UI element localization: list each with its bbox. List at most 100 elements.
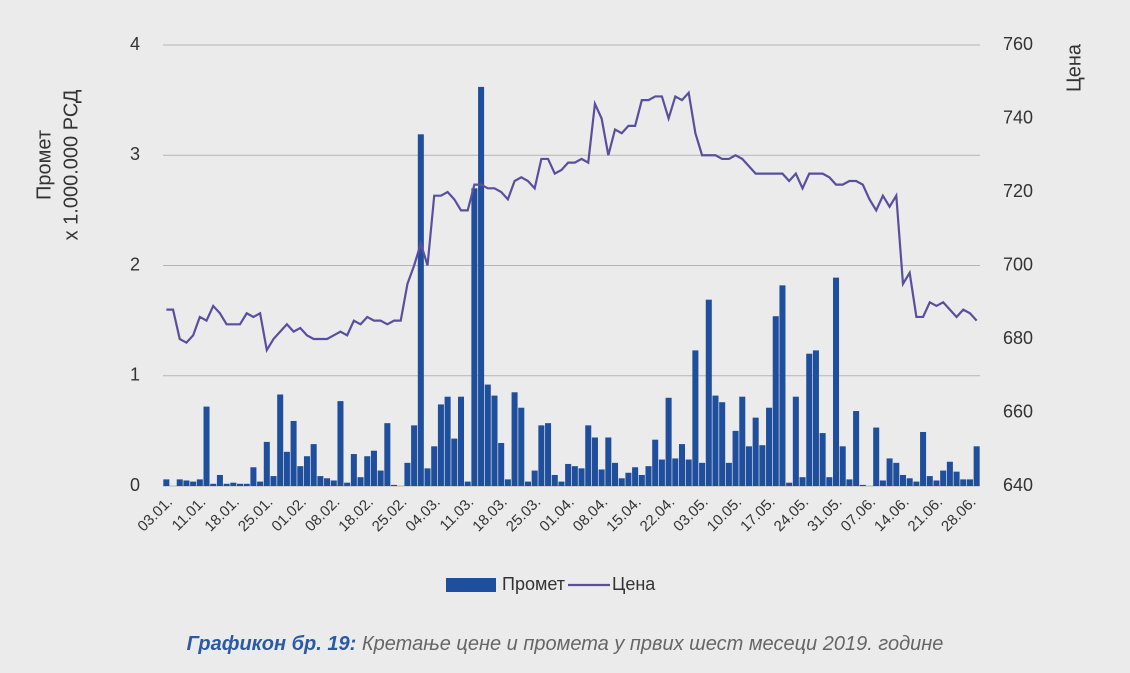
bar (926, 476, 933, 486)
bar (585, 425, 592, 486)
bar (766, 407, 773, 486)
legend-swatch (446, 578, 496, 592)
bar (833, 277, 840, 486)
bar (940, 470, 947, 486)
bar (812, 350, 819, 486)
bar (960, 479, 967, 486)
bar (391, 484, 398, 486)
bar (873, 427, 880, 486)
bar (290, 420, 297, 486)
bar (920, 431, 927, 486)
bar (464, 481, 471, 486)
bar (551, 474, 558, 486)
bar (457, 396, 465, 486)
bar (257, 481, 264, 486)
legend-label: Промет (502, 574, 565, 594)
bar (933, 480, 940, 486)
bar (591, 437, 598, 486)
bar (411, 425, 418, 486)
bar (491, 395, 498, 486)
bar (665, 397, 672, 486)
bar (431, 446, 438, 486)
bar (230, 482, 237, 486)
bar (310, 444, 317, 486)
bar (678, 444, 686, 486)
bar (565, 463, 572, 486)
bar (183, 480, 190, 486)
bar (638, 474, 645, 486)
y2-tick-label: 680 (1003, 328, 1033, 348)
bar (210, 483, 217, 486)
y2-tick-label: 640 (1003, 475, 1033, 495)
legend-label: Цена (612, 574, 656, 594)
bar (692, 350, 699, 486)
bar (163, 479, 170, 486)
y-axis-title: x 1.000.000 РСД (60, 89, 82, 240)
bar (658, 459, 665, 486)
bar (196, 479, 203, 486)
bar (732, 430, 739, 486)
bar (330, 480, 337, 486)
y2-tick-label: 740 (1003, 107, 1033, 127)
bar (685, 459, 692, 486)
bar (176, 479, 183, 486)
bar (203, 406, 210, 486)
bar (699, 462, 706, 486)
bar (417, 134, 424, 487)
bar (846, 479, 853, 486)
y-axis-title: Промет (33, 130, 55, 200)
bar (792, 396, 799, 486)
bar (283, 451, 290, 486)
bar (337, 401, 344, 486)
bar (725, 462, 732, 486)
bar (953, 471, 960, 486)
bar (216, 474, 223, 486)
bar (558, 481, 565, 486)
bar (799, 477, 806, 486)
bar (859, 484, 866, 486)
bar (384, 423, 391, 486)
bar (632, 467, 639, 486)
bar (839, 446, 846, 486)
bar (498, 443, 505, 486)
bar (317, 476, 324, 486)
bar (424, 468, 431, 486)
bar (243, 483, 250, 486)
bar (190, 481, 197, 486)
bar (612, 462, 619, 486)
price-line (166, 90, 978, 354)
bar (344, 482, 351, 486)
bar (538, 425, 545, 486)
bar (370, 450, 377, 486)
caption: Графикон бр. 19: Кретање цене и промета … (187, 633, 944, 655)
bar (404, 462, 411, 486)
bar (879, 480, 886, 486)
bar (437, 404, 444, 486)
bar (598, 469, 605, 486)
y2-tick-label: 660 (1003, 401, 1033, 421)
bar (966, 479, 973, 486)
bar (772, 316, 779, 486)
y2-tick-label: 700 (1003, 254, 1033, 274)
bar (712, 395, 719, 486)
bar (350, 454, 357, 486)
bar (270, 476, 277, 486)
bar (364, 456, 371, 486)
bar (652, 439, 659, 486)
bar (578, 468, 585, 486)
bar (263, 441, 270, 486)
bar (819, 433, 826, 486)
y-tick-label: 0 (130, 475, 140, 495)
bar (645, 466, 652, 486)
bar (518, 407, 525, 486)
bar (672, 458, 679, 486)
bar (250, 467, 257, 486)
bar (719, 402, 726, 486)
bar (705, 299, 712, 486)
bar (444, 396, 451, 486)
bar (913, 481, 920, 486)
bar (377, 470, 384, 486)
bar (899, 474, 907, 486)
bar (504, 479, 511, 486)
